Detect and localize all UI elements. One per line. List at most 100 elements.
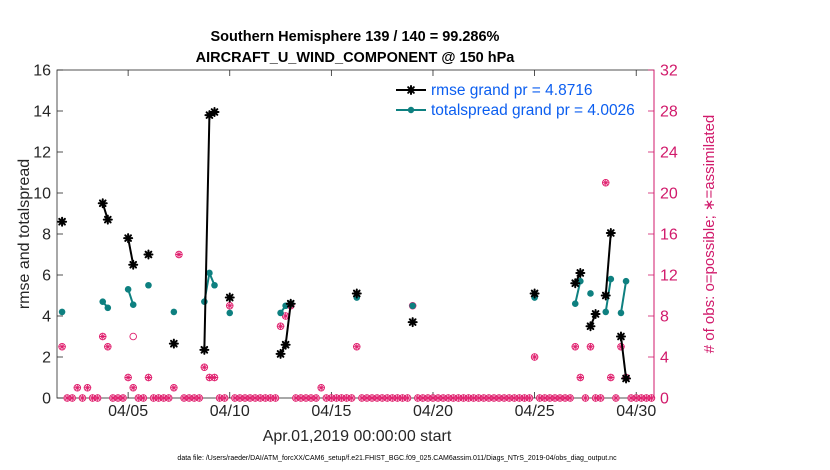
rmse-line-segment [604, 232, 612, 296]
rmse-point [204, 110, 215, 121]
obs-assimilated-point [520, 394, 529, 402]
rmse-point-stroke [286, 299, 295, 308]
obs-assimilated-point-stroke [425, 395, 431, 401]
rmse-point-stroke [58, 217, 66, 226]
obs-assimilated-point-stroke [160, 395, 167, 401]
obs-assimilated-point-stroke [369, 395, 375, 401]
obs-assimilated-point-stroke [547, 395, 553, 401]
obs-assimilated-point-stroke [404, 395, 411, 401]
obs-assimilated-point-stroke [74, 384, 81, 391]
obs-assimilated-point [266, 394, 275, 402]
obs-assimilated-point [500, 394, 508, 402]
obs-assimilated-point-stroke [435, 395, 441, 401]
obs-assimilated-point-stroke [399, 395, 406, 401]
obs-assimilated-point-stroke [374, 395, 380, 401]
obs-assimilated-point-stroke [506, 395, 512, 401]
legend-rmse-star-stroke [407, 86, 415, 94]
rmse-point-stroke [586, 322, 595, 331]
spread-point [409, 302, 416, 310]
obs-assimilated-point [505, 394, 513, 402]
obs-assimilated-point-stroke [359, 395, 365, 401]
obs-assimilated-point-stroke [165, 395, 172, 401]
rmse-point-stroke [200, 345, 209, 354]
obs-assimilated-point-stroke [130, 384, 136, 391]
obs-assimilated-point-stroke [516, 395, 523, 401]
obs-assimilated-point-stroke [232, 395, 238, 401]
obs-assimilated-point-stroke [226, 302, 233, 309]
footer-datafile: data file: /Users/raeder/DAI/ATM_forcXX/… [177, 455, 617, 462]
obs-assimilated-point [83, 384, 92, 392]
obs-assimilated-point [215, 394, 224, 402]
obs-assimilated-point [393, 394, 402, 402]
obs-assimilated-point-stroke [293, 395, 299, 401]
y2-tick-label: 32 [660, 63, 678, 80]
y-tick-label: 10 [33, 186, 51, 203]
obs-assimilated-point [566, 394, 574, 402]
legend-rmse-marker [406, 85, 416, 95]
obs-assimilated-point [327, 394, 336, 402]
y2-tick-label: 16 [660, 227, 678, 244]
rmse-point-stroke [103, 215, 112, 224]
y-tick-label: 2 [42, 350, 51, 367]
x-tick-label: 04/05 [108, 403, 148, 420]
obs-assimilated-point-stroke [460, 395, 467, 401]
obs-assimilated-point-stroke [120, 395, 126, 401]
obs-assimilated-point-stroke [552, 395, 558, 401]
spread-point [206, 269, 213, 277]
rmse-line-segment [619, 336, 628, 379]
obs-assimilated-point-stroke [125, 374, 131, 381]
rmse-point [585, 321, 596, 332]
spread-line-segment [574, 280, 582, 304]
rmse-point [590, 308, 601, 319]
obs-assimilated-point-stroke [201, 364, 208, 371]
rmse-point-stroke [144, 250, 153, 259]
rmse-point [128, 259, 139, 270]
obs-assimilated-point [576, 373, 585, 382]
rmse-point-stroke [98, 199, 107, 208]
obs-assimilated-point [225, 302, 234, 310]
obs-assimilated-point-stroke [257, 395, 264, 401]
rmse-point [407, 317, 418, 328]
rmse-point [143, 249, 154, 260]
obs-assimilated-point-stroke [267, 395, 274, 401]
x-tick-label: 04/10 [210, 403, 250, 420]
rmse-point-stroke [591, 310, 600, 318]
obs-assimilated-point-stroke [216, 395, 223, 401]
spread-point [277, 309, 284, 317]
rmse-point [199, 344, 210, 355]
obs-assimilated-point [373, 394, 381, 402]
obs-assimilated-point-stroke [638, 395, 645, 401]
obs-assimilated-point-stroke [602, 179, 609, 186]
obs-assimilated-point [241, 394, 249, 402]
obs-assimilated-point [612, 394, 620, 402]
y-tick-label: 0 [42, 391, 51, 408]
obs-assimilated-point-stroke [99, 333, 106, 340]
rmse-point [102, 214, 113, 225]
obs-assimilated-point-stroke [491, 395, 497, 401]
obs-assimilated-point-stroke [526, 395, 533, 401]
obs-assimilated-point-stroke [176, 251, 182, 258]
obs-assimilated-point-stroke [582, 395, 589, 401]
obs-assimilated-point-stroke [501, 395, 507, 401]
obs-assimilated-point-stroke [572, 343, 579, 350]
obs-assimilated-point [271, 394, 280, 402]
obs-assimilated-point-stroke [353, 343, 360, 350]
obs-assimilated-point-stroke [308, 395, 314, 401]
obs-assimilated-point [439, 394, 447, 402]
spread-point [617, 309, 625, 317]
y-tick-label: 4 [42, 309, 51, 326]
obs-assimilated-point [139, 394, 148, 402]
obs-assimilated-point [337, 394, 346, 402]
obs-assimilated-point-stroke [252, 395, 258, 401]
obs-assimilated-point-stroke [430, 395, 436, 401]
rmse-point-stroke [601, 291, 610, 300]
obs-assimilated-point-stroke [364, 395, 370, 401]
rmse-point-stroke [530, 289, 539, 298]
obs-assimilated-point-stroke [237, 395, 243, 401]
obs-assimilated-point-stroke [597, 395, 604, 401]
obs-assimilated-point-stroke [481, 395, 487, 401]
obs-assimilated-point [119, 394, 127, 402]
obs-assimilated-point-stroke [511, 395, 518, 401]
obs-assimilated-point-stroke [191, 395, 197, 401]
obs-assimilated-point [124, 373, 132, 382]
